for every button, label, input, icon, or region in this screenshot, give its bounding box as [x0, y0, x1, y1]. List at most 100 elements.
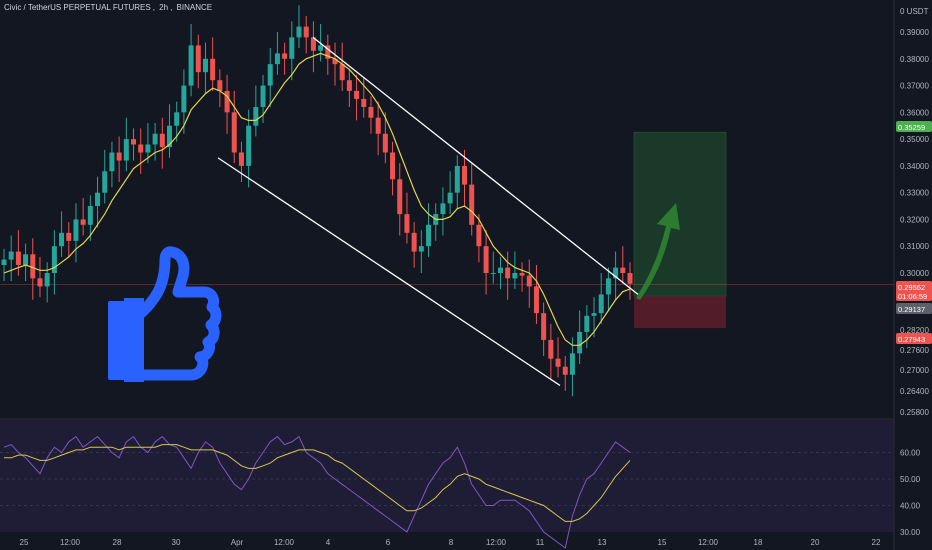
candle-body [490, 273, 496, 274]
time-tick-label: 13 [598, 538, 607, 547]
rsi-background [0, 420, 894, 532]
candle-body [51, 246, 57, 273]
price-tick-label: 0.33000 [900, 189, 929, 198]
price-tick-label: 0.36000 [900, 108, 929, 117]
price-marker-label: 01:06:59 [898, 292, 927, 301]
candle-body [23, 254, 29, 265]
time-tick-label: 12:00 [274, 538, 295, 547]
rsi-tick-label: 60.00 [900, 449, 921, 458]
candle-body [246, 125, 252, 166]
candle-body [447, 192, 453, 204]
time-tick-label: 6 [386, 538, 391, 547]
candle-body [555, 358, 561, 367]
candle-body [44, 273, 50, 287]
candle-body [605, 278, 611, 295]
candle-body [361, 98, 367, 107]
candle-body [382, 133, 388, 153]
candle-body [188, 45, 194, 86]
rsi-pane [0, 435, 894, 549]
candle-body [159, 133, 165, 148]
price-tick-label: 0.38000 [900, 55, 929, 64]
candle-body [584, 315, 590, 332]
candle-body [80, 219, 86, 225]
candle-body [289, 37, 295, 59]
candle-body [368, 106, 374, 118]
price-tick-label: 0.31000 [900, 242, 929, 251]
candle-body [411, 232, 417, 252]
price-tick-label: 0.28200 [900, 326, 929, 335]
candle-body [238, 152, 244, 166]
candle-body [30, 254, 36, 279]
time-tick-label: 12:00 [60, 538, 81, 547]
interval-label: 2h [159, 3, 169, 12]
candle-body [123, 139, 129, 161]
candle-body [519, 273, 525, 276]
price-tick-label: 0.39000 [900, 28, 929, 37]
candle-body [569, 353, 575, 375]
candle-body [73, 219, 79, 241]
target-zone [633, 131, 727, 297]
candle-body [87, 206, 93, 225]
candle-body [116, 152, 122, 161]
candle-body [253, 106, 259, 126]
candle-body [390, 152, 396, 180]
rsi-ma-line [4, 444, 631, 522]
price-marker [896, 281, 932, 292]
time-tick-label: 12:00 [698, 538, 719, 547]
rsi-tick-label: 30.00 [900, 528, 921, 537]
candle-body [66, 232, 72, 241]
candle-body [454, 165, 460, 193]
candle-body [174, 112, 180, 126]
candle-body [8, 251, 14, 260]
candle-body [613, 267, 619, 279]
chart-title: Civic / TetherUS PERPETUAL FUTURES, 2h, … [4, 3, 213, 12]
channel-overlays [217, 36, 680, 387]
price-marker [896, 121, 932, 132]
candle-body [138, 144, 144, 153]
panes [0, 0, 895, 550]
candle-body [260, 85, 266, 107]
time-tick-label: 20 [811, 538, 820, 547]
price-marker [896, 290, 932, 301]
candle-body [346, 80, 352, 91]
candle-body [303, 26, 309, 38]
time-tick-label: 18 [754, 538, 763, 547]
time-tick-label: Apr [231, 538, 244, 547]
candle-body [483, 246, 489, 273]
candle-body [512, 273, 518, 279]
candle-body [95, 192, 101, 207]
candle-body [37, 278, 43, 287]
time-tick-label: 4 [326, 538, 331, 547]
candle-body [267, 64, 273, 86]
time-tick-label: 8 [449, 538, 454, 547]
candle-body [181, 85, 187, 113]
price-tick-label: 0.37000 [900, 82, 929, 91]
candle-body [59, 232, 65, 247]
candle-body [404, 214, 410, 233]
price-marker-label: 0.35259 [898, 123, 925, 132]
channel-upper-line [312, 36, 639, 295]
time-tick-label: 30 [172, 538, 181, 547]
candle-body [274, 53, 280, 65]
price-candles [1, 5, 633, 397]
candle-body [598, 294, 604, 314]
candle-body [541, 313, 547, 340]
ma-line [3, 52, 631, 346]
candle-body [533, 286, 539, 314]
candle-body [102, 171, 108, 193]
stop-zone [634, 296, 726, 329]
candle-body [354, 90, 360, 99]
time-tick-label: 25 [20, 538, 29, 547]
time-tick-label: 15 [658, 538, 667, 547]
candle-body [282, 53, 288, 59]
candle-body [325, 45, 331, 59]
candle-body [562, 366, 568, 375]
price-tick-label: 0.25800 [900, 408, 929, 417]
price-tick-label: 0.27000 [900, 366, 929, 375]
price-tick-label: 0.27600 [900, 346, 929, 355]
candle-body [591, 313, 597, 316]
candle-body [505, 267, 511, 279]
symbol-label: Civic / TetherUS PERPETUAL FUTURES [4, 3, 151, 12]
time-tick-label: 28 [113, 538, 122, 547]
